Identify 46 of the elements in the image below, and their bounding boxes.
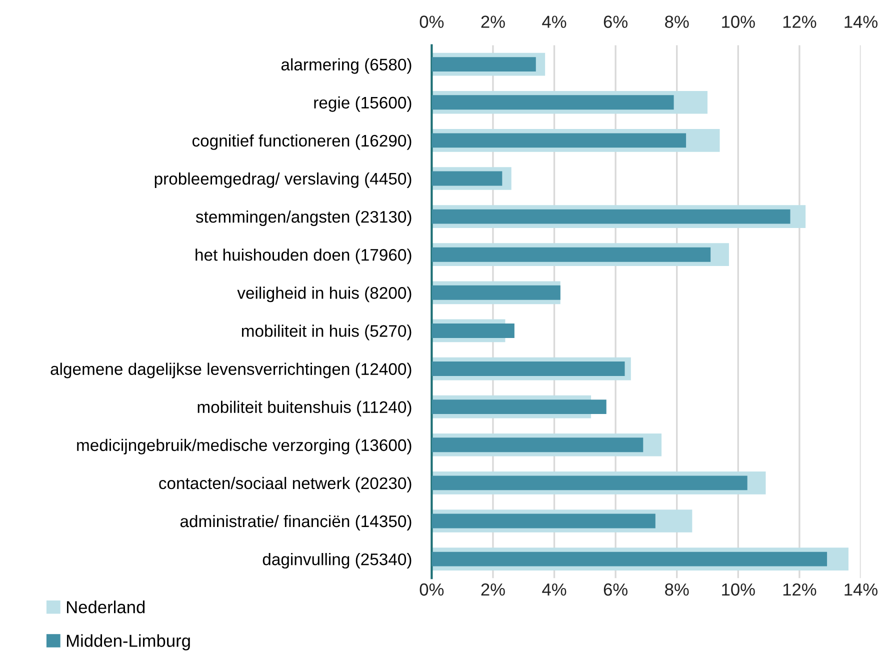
y-tick-label: contacten/sociaal netwerk (20230) [159,476,412,492]
bar [432,514,656,528]
bar [432,400,606,414]
x2-tick-label: 0% [420,16,444,28]
bar [432,95,674,110]
x2-tick-label: 2% [481,16,505,28]
bar [432,438,644,452]
x-tick-label: 12% [783,583,816,596]
x2-tick-label: 14% [844,16,878,28]
x-tick-label: 8% [665,583,689,596]
bar [432,323,514,338]
legend-label: Nederland [66,600,145,614]
y-tick-label: probleemgedrag/ verslaving (4450) [154,172,412,188]
y-tick-label: regie (15600) [314,96,412,112]
bar [432,57,536,72]
bar [432,362,625,376]
y-tick-label: veiligheid in huis (8200) [237,286,412,302]
legend-label: Midden-Limburg [66,634,190,650]
bar [432,209,790,224]
y-tick-label: algemene dagelijkse levensverrichtingen (12400) [50,362,412,378]
y-tick-label: alarmering (6580) [281,58,412,74]
y-tick-label: administratie/ financiën (14350) [180,514,412,530]
y-tick-label: cognitief functioneren (16290) [192,134,412,150]
y-tick-label: mobiliteit buitenshuis (11240) [198,400,412,416]
bar [432,476,748,490]
bar [432,285,560,300]
bar [432,247,711,262]
y-tick-label: daginvulling (25340) [262,553,412,569]
x-tick-label: 10% [722,583,755,596]
bar [432,552,828,566]
x-tick-label: 6% [604,583,628,596]
x-tick-label: 14% [844,583,878,596]
x-tick-label: 0% [420,583,444,596]
y-tick-label: het huishouden doen (17960) [196,248,412,264]
x2-tick-label: 8% [665,16,689,28]
y-tick-label: stemmingen/angsten (23130) [196,210,412,226]
y-tick-label: medicijngebruik/medische verzorging (13600) [77,438,412,454]
y-tick-label: mobiliteit in huis (5270) [242,324,412,340]
x-tick-label: 2% [481,583,505,596]
x-tick-label: 4% [542,583,566,596]
bar [432,171,502,186]
x2-tick-label: 12% [783,16,816,28]
x2-tick-label: 10% [722,16,755,28]
bar [432,133,686,148]
x2-tick-label: 6% [604,16,628,28]
x2-tick-label: 4% [542,16,566,28]
